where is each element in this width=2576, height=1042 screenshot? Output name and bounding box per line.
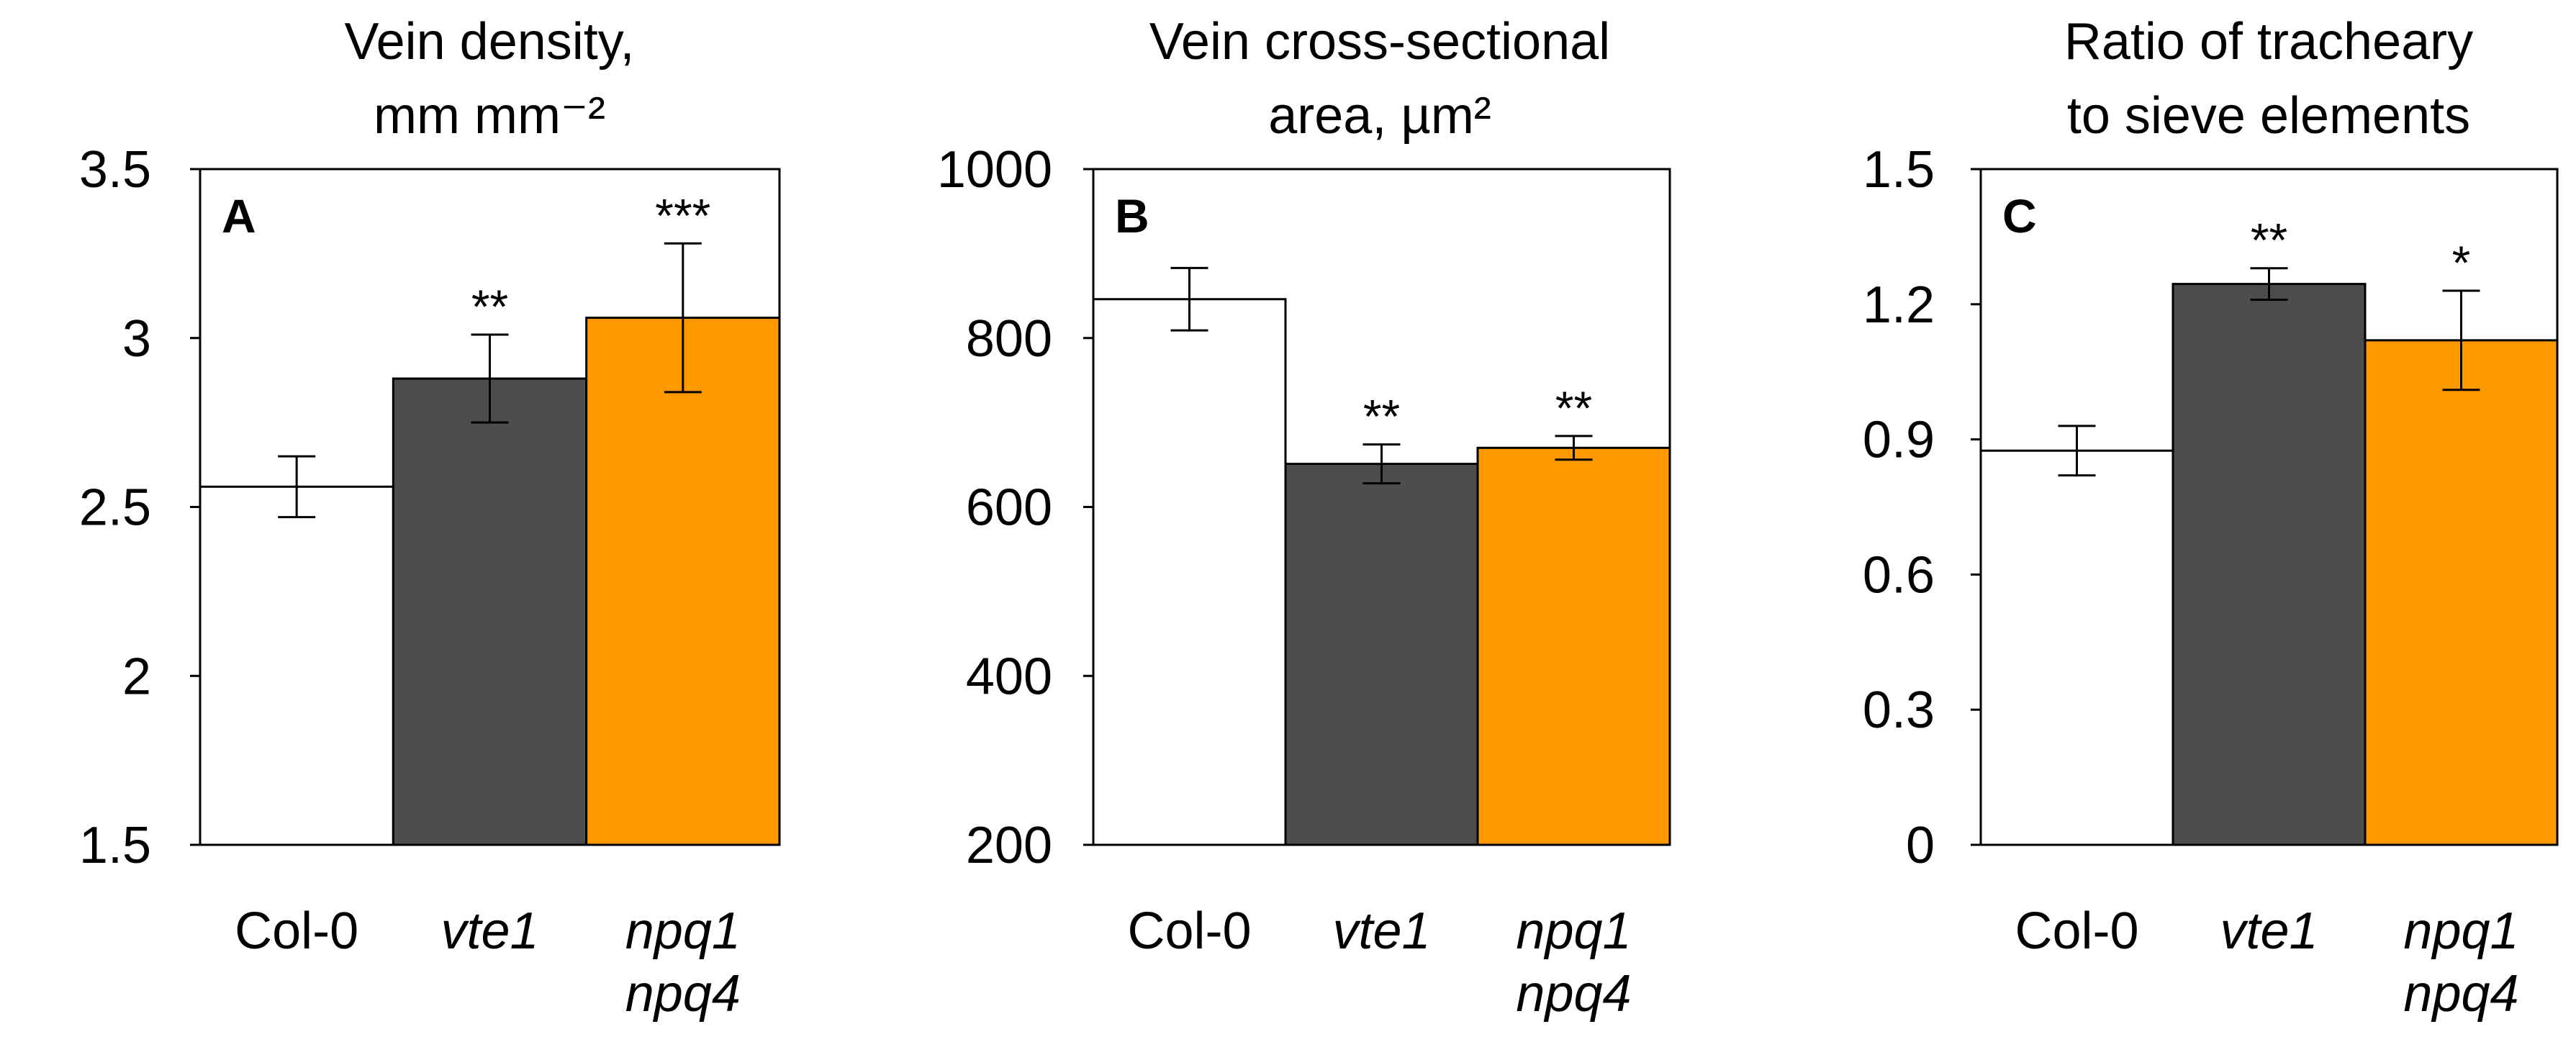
significance-label: ** bbox=[2251, 214, 2287, 267]
error-bar bbox=[2442, 289, 2480, 391]
bar bbox=[585, 317, 781, 846]
panel-letter: C bbox=[2002, 189, 2037, 243]
bar bbox=[1476, 446, 1671, 846]
chart-title: Vein cross-sectional area, µm² bbox=[1149, 13, 1610, 145]
significance-label: * bbox=[2452, 236, 2471, 289]
plot-frame bbox=[1979, 168, 2559, 846]
panel-b: Vein cross-sectional area, µm² 200 400 600 80… bbox=[937, 13, 1671, 1023]
category-label: npq1 npq4 bbox=[1516, 902, 1631, 1023]
y-tick-label: 1.2 bbox=[1863, 276, 1935, 334]
y-tick-label: 2.5 bbox=[79, 479, 151, 537]
plot-frame bbox=[199, 168, 781, 846]
significance-label: *** bbox=[655, 189, 710, 242]
plot-frame bbox=[1092, 168, 1671, 846]
category-label: vte1 bbox=[2220, 902, 2318, 960]
error-bar bbox=[1362, 443, 1401, 485]
error-bar bbox=[664, 242, 702, 394]
bar bbox=[1092, 298, 1287, 846]
error-bar bbox=[1170, 266, 1208, 332]
category-label: vte1 bbox=[1332, 902, 1430, 960]
chart-title: Ratio of tracheary to sieve elements bbox=[2064, 13, 2473, 145]
category-label: Col-0 bbox=[2015, 902, 2138, 960]
bar bbox=[392, 377, 588, 846]
significance-label: ** bbox=[471, 280, 508, 333]
category-label: Col-0 bbox=[1127, 902, 1251, 960]
chart-title: Vein density, mm mm⁻² bbox=[345, 13, 635, 145]
bar bbox=[2171, 283, 2367, 846]
y-tick-label: 1.5 bbox=[1863, 141, 1935, 199]
y-tick-label: 0.6 bbox=[1863, 546, 1935, 604]
y-tick-label: 600 bbox=[966, 479, 1052, 537]
error-bar bbox=[2058, 425, 2096, 477]
panel-letter: B bbox=[1115, 189, 1149, 243]
y-tick-label: 0.3 bbox=[1863, 681, 1935, 739]
y-tick-label: 800 bbox=[966, 310, 1052, 368]
panel-letter: A bbox=[222, 189, 256, 243]
error-bar bbox=[471, 333, 509, 424]
panel-c: Ratio of tracheary to sieve elements 0 0.3 0… bbox=[1863, 13, 2559, 1023]
y-tick-label: 0.9 bbox=[1863, 412, 1935, 469]
y-tick-label: 1.5 bbox=[79, 817, 151, 874]
y-tick-label: 400 bbox=[966, 648, 1052, 705]
error-bar bbox=[278, 455, 316, 519]
significance-label: ** bbox=[1555, 381, 1592, 435]
bar bbox=[1979, 449, 2174, 846]
y-tick-label: 200 bbox=[966, 817, 1052, 874]
category-label: vte1 bbox=[440, 902, 538, 960]
y-tick-label: 2 bbox=[122, 648, 151, 705]
y-tick-label: 1000 bbox=[937, 141, 1052, 199]
error-bar bbox=[2250, 267, 2288, 302]
category-label: Col-0 bbox=[235, 902, 358, 960]
category-label: npq1 npq4 bbox=[625, 902, 741, 1023]
bar bbox=[1284, 463, 1479, 846]
category-label: npq1 npq4 bbox=[2403, 902, 2518, 1023]
bar bbox=[2364, 339, 2559, 846]
panel-a: Vein density, mm mm⁻² 1.5 2 2.5 3 3.5 Col-0 ** vt… bbox=[79, 13, 781, 1023]
y-tick-label: 3.5 bbox=[79, 141, 151, 199]
error-bar bbox=[1555, 435, 1593, 461]
significance-label: ** bbox=[1363, 390, 1400, 443]
bar bbox=[199, 485, 394, 846]
y-tick-label: 0 bbox=[1906, 817, 1935, 874]
y-tick-label: 3 bbox=[122, 310, 151, 368]
